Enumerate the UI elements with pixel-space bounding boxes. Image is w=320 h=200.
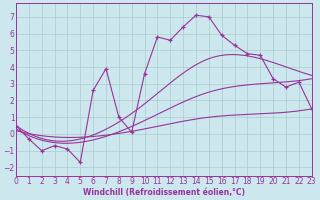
X-axis label: Windchill (Refroidissement éolien,°C): Windchill (Refroidissement éolien,°C) (83, 188, 245, 197)
